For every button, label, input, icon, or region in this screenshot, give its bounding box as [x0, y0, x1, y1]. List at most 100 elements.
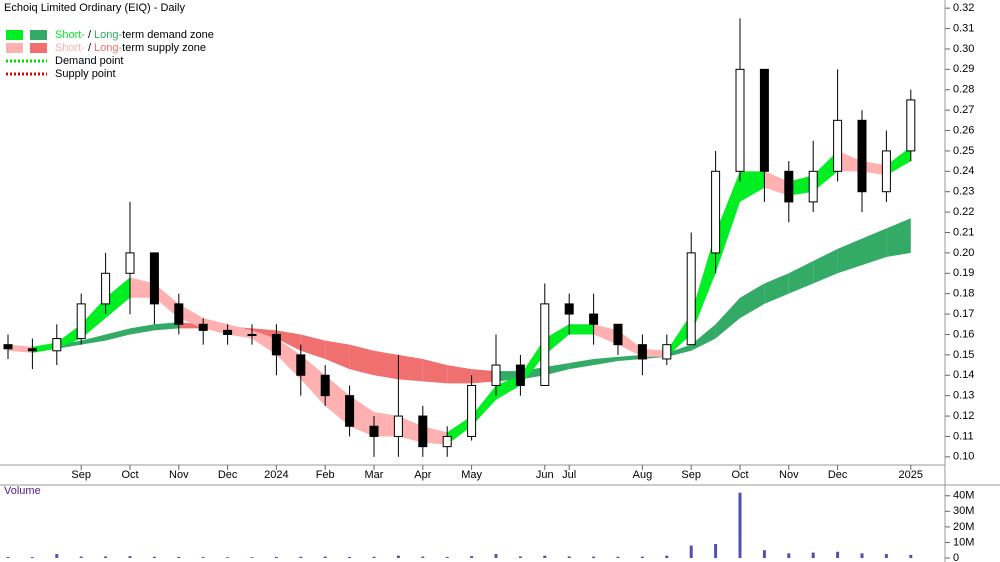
volume-bar — [494, 554, 498, 558]
long-zone-segment — [593, 356, 618, 366]
short-zone-segment — [471, 385, 496, 427]
long-zone-segment — [862, 228, 887, 266]
long-zone-segment — [56, 340, 82, 349]
y-tick-label: 0.28 — [953, 84, 974, 96]
x-tick-label: Nov — [169, 469, 189, 481]
volume-bar — [372, 556, 376, 558]
short-zone-segment — [203, 318, 228, 335]
short-zone-segment — [105, 277, 130, 319]
candle-body — [442, 435, 452, 448]
candle-body — [101, 272, 111, 305]
candle-body — [857, 119, 867, 193]
volume-bar — [348, 556, 352, 558]
y-tick-label: 0 — [953, 552, 959, 562]
y-tick-label: 0.27 — [953, 104, 974, 116]
volume-bar — [299, 556, 303, 558]
x-tick-label: Sep — [71, 469, 91, 481]
volume-bar — [128, 556, 132, 558]
long-zone-segment — [569, 358, 594, 370]
long-zone-segment — [764, 273, 789, 304]
volume-bar — [738, 492, 742, 558]
short-zone-segment — [81, 297, 106, 339]
candle-body — [27, 348, 37, 352]
long-zone-segment — [666, 344, 692, 357]
legend-part: Short- — [55, 42, 85, 54]
long-zone-segment — [422, 358, 448, 384]
short-zone-segment — [740, 171, 765, 202]
legend-part: term demand zone — [122, 29, 214, 41]
candle-body — [881, 150, 891, 193]
short-zone-segment — [520, 338, 545, 386]
short-zone-segment — [715, 171, 740, 274]
y-tick-label: 30M — [953, 505, 974, 517]
legend-label: Short- / Long-term supply zone — [55, 42, 206, 54]
short-zone-segment — [8, 344, 33, 353]
volume-bar — [30, 557, 34, 558]
volume-bar — [787, 553, 791, 558]
volume-bar — [250, 557, 254, 558]
long-zone-segment — [886, 218, 911, 257]
short-zone-segment — [154, 283, 179, 319]
short-zone-segment — [56, 324, 82, 349]
short-zone-segment — [618, 330, 643, 357]
legend-part: term supply zone — [122, 42, 206, 54]
candle-body — [125, 252, 135, 274]
short-zone-segment — [642, 348, 667, 357]
volume-bar — [445, 556, 449, 558]
y-tick-label: 0.22 — [953, 206, 974, 218]
legend-part: / — [88, 29, 92, 41]
short-zone-segment — [496, 375, 521, 400]
y-tick-label: 40M — [953, 490, 974, 502]
long-zone-segment — [788, 261, 814, 294]
y-tick-label: 0.30 — [953, 43, 974, 55]
candle-body — [564, 303, 574, 315]
volume-bar — [567, 556, 571, 558]
y-tick-label: 0.23 — [953, 186, 974, 198]
x-tick-label: 2025 — [899, 469, 923, 481]
x-tick-label: Mar — [365, 469, 384, 481]
long-zone-segment — [154, 322, 179, 331]
volume-bar — [616, 556, 620, 558]
y-tick-label: 0.18 — [953, 288, 974, 300]
volume-bar — [177, 556, 181, 558]
short-zone-segment — [544, 324, 570, 355]
short-zone-segment — [764, 171, 789, 196]
candle-body — [149, 252, 159, 305]
short-zone-segment — [252, 330, 277, 355]
short-zone-segment — [422, 426, 448, 445]
short-zone-segment — [886, 146, 911, 176]
short-zone-segment — [374, 411, 399, 437]
y-tick-label: 0.20 — [953, 247, 974, 259]
short-zone-segment — [691, 232, 716, 335]
y-tick-label: 0.10 — [953, 451, 974, 463]
candle-body — [369, 425, 379, 437]
volume-bar — [6, 556, 10, 558]
volume-bar — [860, 553, 864, 558]
legend-swatch — [30, 43, 47, 53]
y-tick-label: 0.21 — [953, 226, 974, 238]
legend-part: Long- — [94, 42, 122, 54]
y-tick-label: 0.29 — [953, 63, 974, 75]
short-zone-segment — [593, 324, 618, 345]
long-zone-segment — [130, 324, 155, 335]
legend-label: Demand point — [55, 55, 124, 67]
volume-bar — [640, 556, 644, 558]
legend-part: Short- — [55, 29, 85, 41]
y-tick-label: 0.19 — [953, 267, 974, 279]
long-zone-segment — [740, 283, 765, 319]
legend-label: Supply point — [55, 68, 116, 80]
volume-bar — [421, 556, 425, 558]
volume-bar — [884, 554, 888, 558]
volume-bar — [518, 556, 522, 558]
short-zone-segment — [349, 395, 374, 437]
volume-title: Volume — [4, 485, 41, 497]
y-tick-label: 0.13 — [953, 390, 974, 402]
legend-swatch — [6, 43, 23, 53]
candle-body — [393, 415, 403, 437]
y-tick-label: 0.16 — [953, 328, 974, 340]
candle-body — [223, 329, 233, 335]
long-zone-segment — [325, 340, 350, 370]
legend-label: Short- / Long-term demand zone — [55, 29, 214, 41]
x-tick-label: Oct — [121, 469, 138, 481]
